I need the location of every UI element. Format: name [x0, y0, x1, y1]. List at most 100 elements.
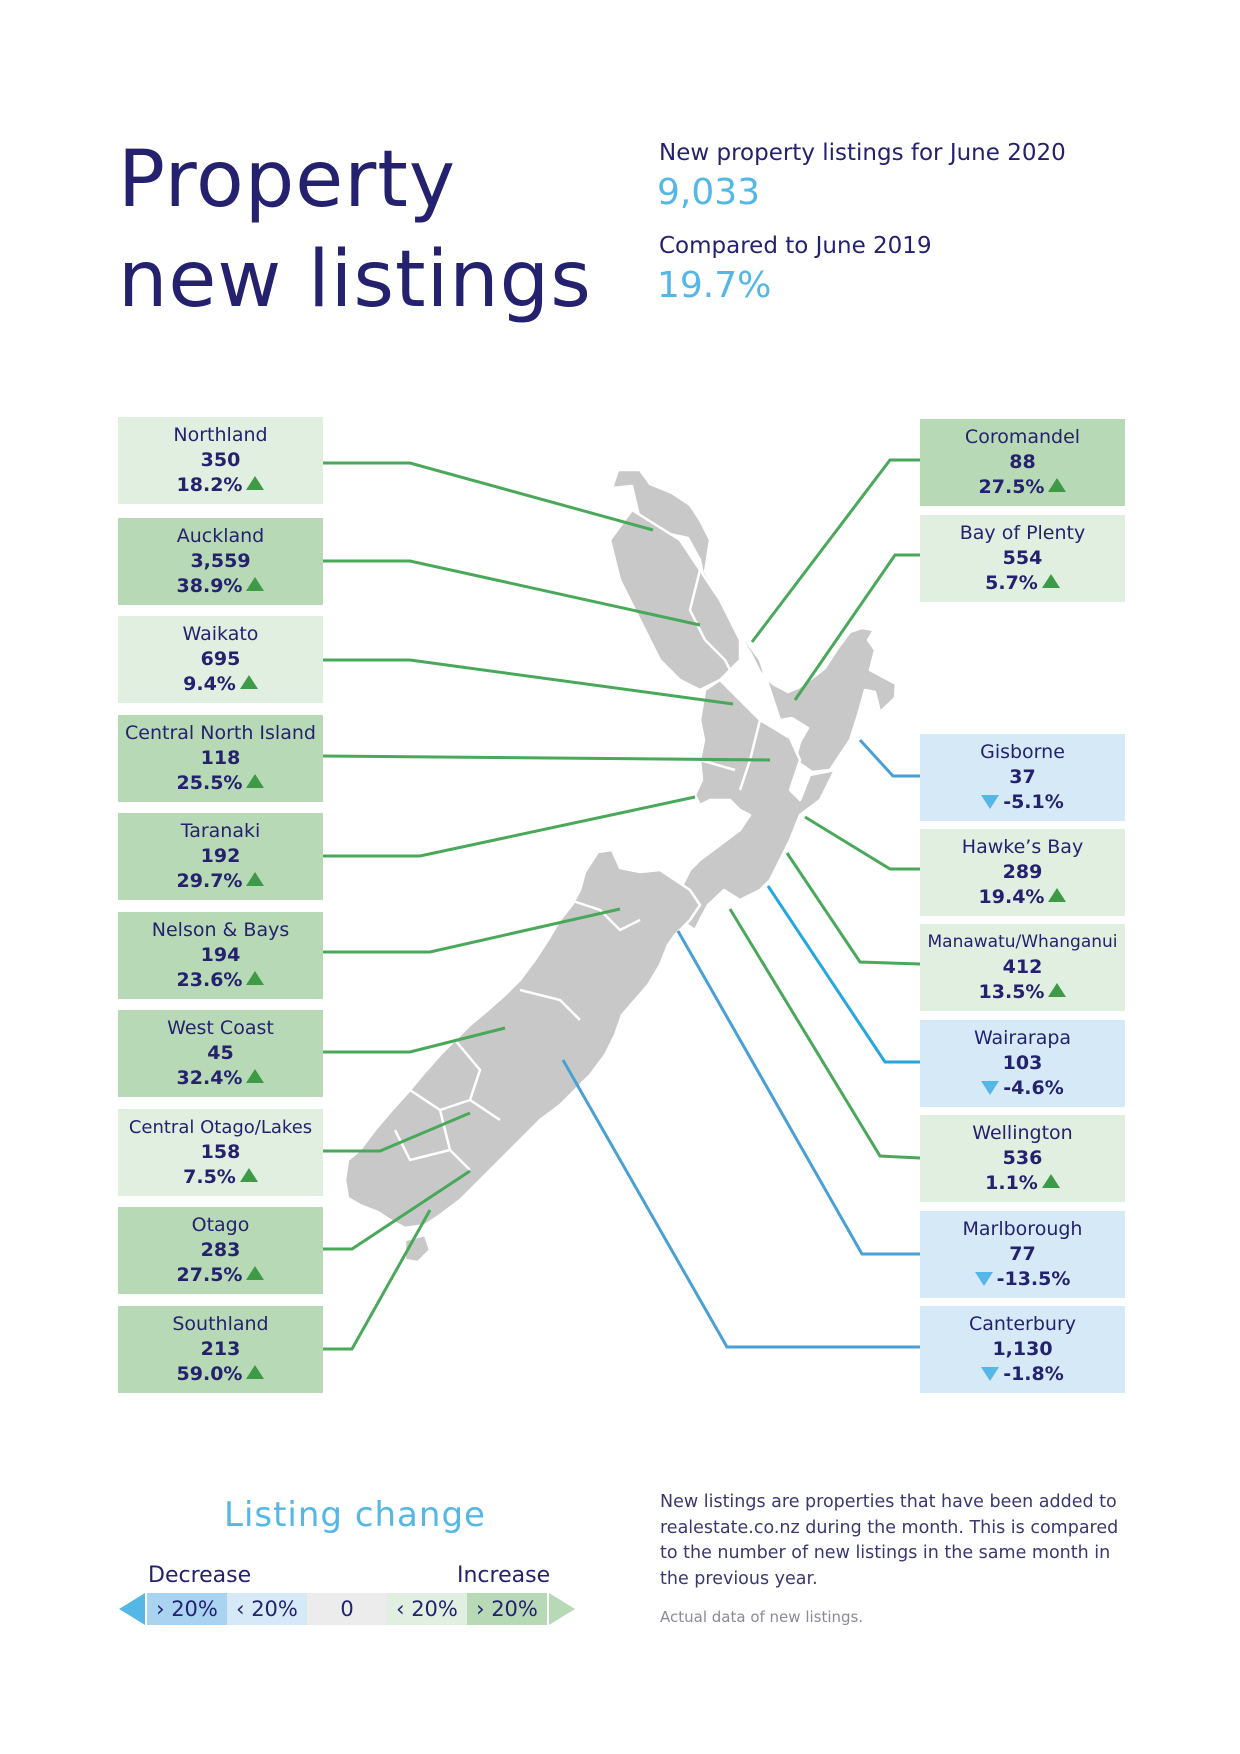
legend-seg-decrease-under-20: ‹ 20%: [227, 1593, 307, 1625]
line-west-coast: [322, 1026, 506, 1054]
line-auckland: [322, 559, 701, 627]
arrow-right-icon: [549, 1593, 575, 1625]
increase-arrow-icon: [246, 1365, 265, 1379]
region-change: 5.7%: [985, 572, 1038, 594]
region-listings: 194: [200, 944, 241, 966]
region-change: 1.1%: [985, 1172, 1038, 1194]
region-box-taranaki: Taranaki 192 29.7%: [118, 813, 323, 900]
decrease-arrow-icon: [981, 795, 1000, 809]
region-change: 13.5%: [978, 981, 1045, 1003]
increase-arrow-icon: [246, 1069, 265, 1083]
region-box-waikato: Waikato 695 9.4%: [118, 616, 323, 703]
region-name: Gisborne: [980, 741, 1065, 763]
region-change: 19.4%: [978, 886, 1045, 908]
region-listings: 289: [1002, 861, 1043, 883]
region-name: Taranaki: [180, 820, 261, 842]
compare-value: 19.7%: [657, 265, 772, 306]
region-name: Coromandel: [964, 426, 1081, 448]
region-change: 18.2%: [176, 474, 243, 496]
legend-seg-decrease-over-20: › 20%: [147, 1593, 227, 1625]
increase-arrow-icon: [1041, 574, 1060, 588]
region-name: Auckland: [176, 525, 265, 547]
region-name: Northland: [173, 424, 268, 446]
region-listings: 37: [1009, 766, 1036, 788]
increase-arrow-icon: [239, 675, 258, 689]
region-box-marlborough: Marlborough 77 -13.5%: [920, 1211, 1125, 1298]
region-name: Nelson & Bays: [151, 919, 290, 941]
increase-arrow-icon: [246, 577, 265, 591]
line-wairarapa: [766, 885, 920, 1064]
region-box-otago: Otago 283 27.5%: [118, 1207, 323, 1294]
increase-arrow-icon: [1048, 983, 1067, 997]
region-box-coromandel: Coromandel 88 27.5%: [920, 419, 1125, 506]
line-wellington: [728, 908, 921, 1160]
region-name: Marlborough: [962, 1218, 1083, 1240]
legend-scale: › 20% ‹ 20% 0 ‹ 20% › 20%: [119, 1593, 575, 1625]
title-line-1: Property: [118, 135, 457, 225]
line-marlborough: [676, 930, 920, 1256]
region-name: West Coast: [167, 1017, 274, 1039]
region-listings: 103: [1002, 1052, 1043, 1074]
region-name: Central North Island: [125, 722, 316, 744]
title-line-2: new listings: [118, 235, 592, 325]
increase-arrow-icon: [246, 774, 265, 788]
north-island: [608, 468, 898, 932]
region-name: Otago: [191, 1214, 250, 1236]
south-island: [343, 848, 702, 1264]
description-note: New listings are properties that have be…: [660, 1492, 1119, 1589]
legend-increase-label: Increase: [457, 1563, 551, 1588]
listings-label: New property listings for June 2020: [659, 140, 1066, 166]
region-name: Hawke’s Bay: [961, 836, 1084, 858]
region-listings: 118: [200, 747, 241, 769]
region-listings: 3,559: [190, 550, 251, 572]
region-box-bay-of-plenty: Bay of Plenty 554 5.7%: [920, 515, 1125, 602]
line-southland: [322, 1209, 432, 1351]
legend-seg-increase-over-20: › 20%: [467, 1593, 547, 1625]
region-box-canterbury: Canterbury 1,130 -1.8%: [920, 1306, 1125, 1393]
region-change: 7.5%: [183, 1166, 236, 1188]
line-central-otago: [322, 1111, 471, 1153]
compare-label: Compared to June 2019: [659, 233, 932, 259]
region-name: Central Otago/Lakes: [128, 1117, 313, 1138]
region-change: -13.5%: [996, 1268, 1071, 1290]
region-box-nelson-bays: Nelson & Bays 194 23.6%: [118, 912, 323, 999]
region-change: 27.5%: [978, 476, 1045, 498]
line-northland: [322, 461, 654, 532]
region-box-west-coast: West Coast 45 32.4%: [118, 1010, 323, 1097]
increase-arrow-icon: [246, 971, 265, 985]
line-manawatu: [785, 852, 921, 966]
region-change: 23.6%: [176, 969, 243, 991]
legend-seg-zero: 0: [307, 1593, 387, 1625]
region-change: 9.4%: [183, 673, 236, 695]
line-nelson: [322, 907, 621, 954]
region-change: 27.5%: [176, 1264, 243, 1286]
line-gisborne: [858, 738, 920, 778]
region-change: -4.6%: [1003, 1077, 1064, 1099]
region-listings: 412: [1002, 956, 1043, 978]
page-title: Property new listings: [118, 130, 592, 330]
increase-arrow-icon: [246, 1266, 265, 1280]
region-listings: 1,130: [992, 1338, 1053, 1360]
line-waikato: [322, 658, 734, 706]
region-change: 29.7%: [176, 870, 243, 892]
region-box-wellington: Wellington 536 1.1%: [920, 1115, 1125, 1202]
region-name: Canterbury: [968, 1313, 1077, 1335]
line-canterbury: [561, 1059, 920, 1349]
region-box-southland: Southland 213 59.0%: [118, 1306, 323, 1393]
region-change: 25.5%: [176, 772, 243, 794]
region-box-wairarapa: Wairarapa 103 -4.6%: [920, 1020, 1125, 1107]
increase-arrow-icon: [239, 1168, 258, 1182]
connector-lines: [321, 458, 921, 1351]
region-name: Southland: [172, 1313, 269, 1335]
region-change: -5.1%: [1003, 791, 1064, 813]
region-change: 59.0%: [176, 1363, 243, 1385]
decrease-arrow-icon: [981, 1081, 1000, 1095]
region-name: Wellington: [972, 1122, 1073, 1144]
line-coromandel: [750, 458, 920, 643]
region-listings: 554: [1002, 547, 1043, 569]
legend-decrease-label: Decrease: [148, 1563, 252, 1588]
region-listings: 283: [200, 1239, 241, 1261]
region-box-hawkes-bay: Hawke’s Bay 289 19.4%: [920, 829, 1125, 916]
region-change: -1.8%: [1003, 1363, 1064, 1385]
